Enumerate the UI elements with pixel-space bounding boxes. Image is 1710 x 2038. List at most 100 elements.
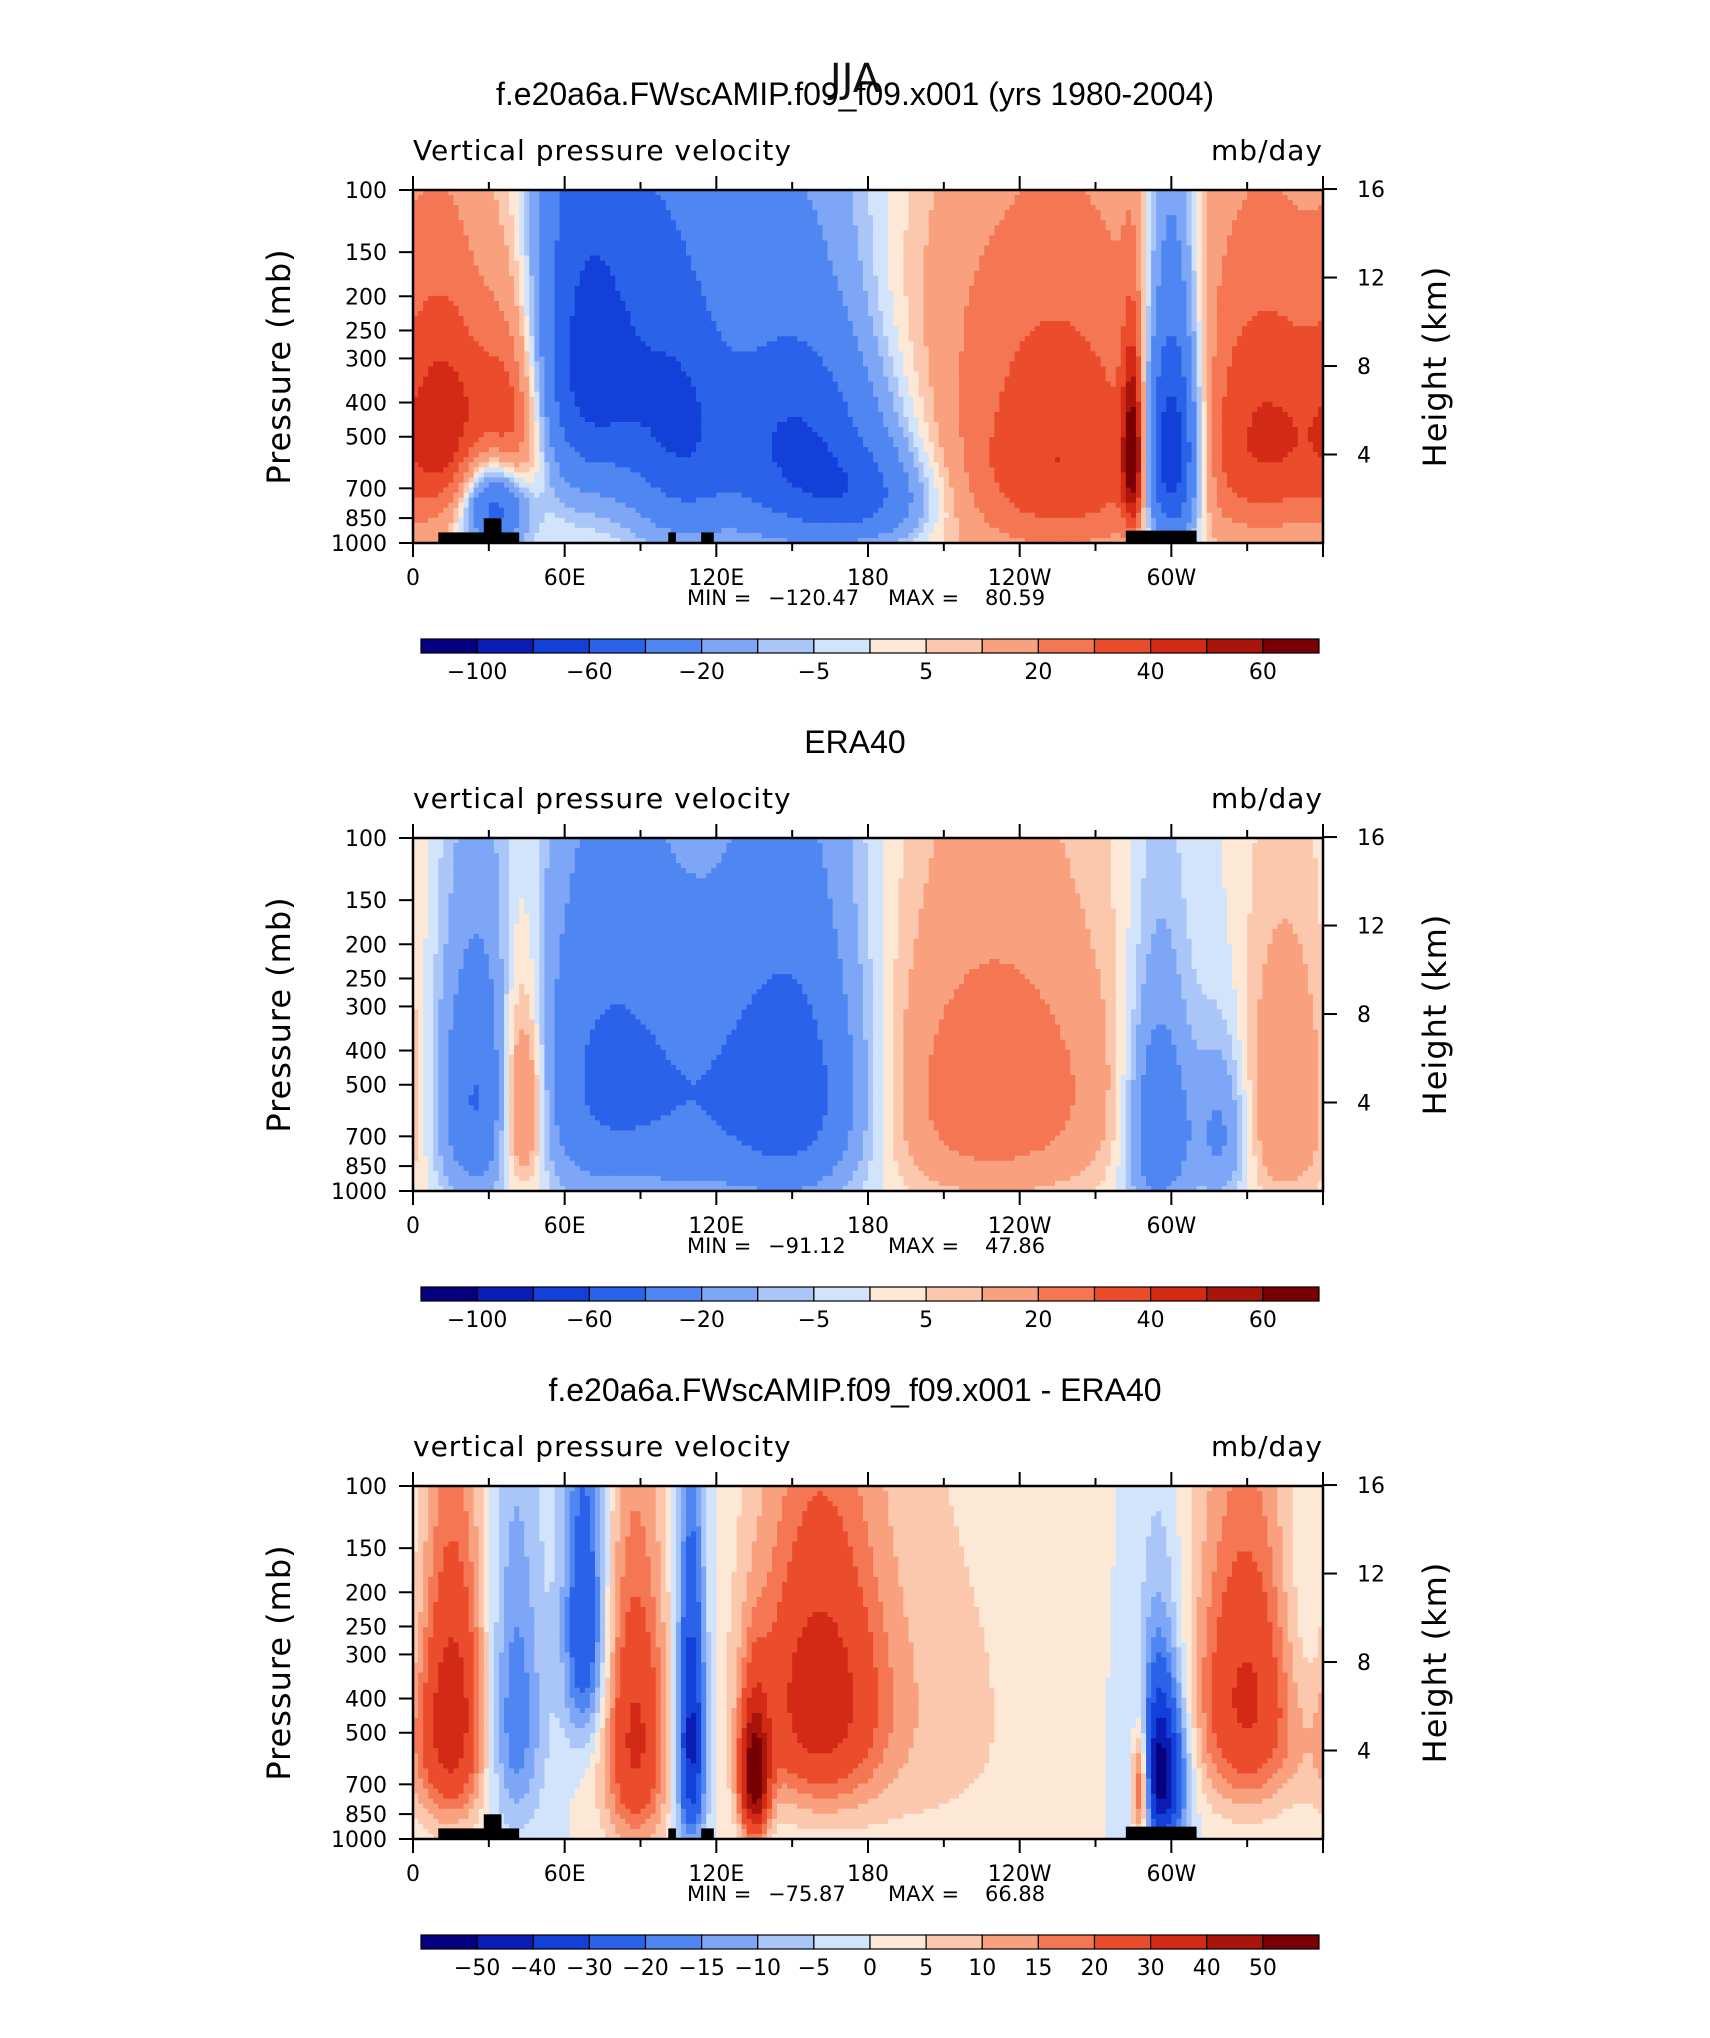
panel-2: ERA40 vertical pressure velocity mb/day 0 60… [260, 724, 1454, 1333]
y-tick-label: 1000 [331, 1828, 387, 1853]
y-tick-label: 200 [345, 1581, 387, 1606]
colorbar-tick-label: 0 [863, 1956, 877, 1981]
colorbar-tick-label: −60 [566, 660, 612, 685]
colorbar-tick-label: 20 [1081, 1956, 1109, 1981]
colorbar-tick-label: −15 [678, 1956, 724, 1981]
y-tick-label: 400 [345, 392, 387, 417]
colorbar-tick-label: −10 [735, 1956, 781, 1981]
x-tick-label: 120W [988, 566, 1052, 591]
colorbar-swatch [981, 638, 1039, 654]
colorbar-tick-label: 5 [919, 1308, 933, 1333]
heatmap-field [413, 1486, 1324, 1840]
colorbar-swatch [925, 638, 983, 654]
y-right-tick-label: 16 [1357, 1474, 1385, 1499]
colorbar-swatch [869, 638, 927, 654]
units-label: mb/day [1211, 782, 1323, 815]
colorbar-tick-label: −100 [447, 660, 507, 685]
y-tick-label: 400 [345, 1688, 387, 1713]
x-tick-label: 120E [688, 1214, 744, 1239]
colorbar-tick-label: 40 [1193, 1956, 1221, 1981]
colorbar-swatch [1262, 638, 1320, 654]
colorbar-swatch [1262, 1286, 1320, 1302]
y-tick-label: 500 [345, 426, 387, 451]
min-label: MIN = [687, 586, 751, 610]
min-value: −75.87 [768, 1882, 846, 1906]
y-right-tick-label: 8 [1357, 355, 1371, 380]
y-tick-label: 850 [345, 1803, 387, 1828]
y-right-axis-title: Height (km) [1416, 1562, 1454, 1764]
colorbar-tick-label: 20 [1024, 660, 1052, 685]
colorbar-swatch [588, 638, 647, 654]
x-tick-label: 60W [1146, 1862, 1196, 1887]
y-tick-label: 250 [345, 319, 387, 344]
y-tick-label: 150 [345, 1537, 387, 1562]
topography-mask [668, 532, 676, 543]
colorbar-tick-label: −5 [798, 1308, 830, 1333]
colorbar-swatch [981, 1934, 1039, 1950]
y-tick-label: 400 [345, 1040, 387, 1065]
panel-3: f.e20a6a.FWscAMIP.f09_f09.x001 - ERA40 ve… [260, 1372, 1454, 1981]
topography-mask [483, 518, 502, 543]
heatmap-field [413, 190, 1324, 544]
colorbar-swatch [644, 638, 703, 654]
heatmap-field [413, 838, 1324, 1192]
y-tick-label: 300 [345, 995, 387, 1020]
y-tick-label: 300 [345, 1643, 387, 1668]
colorbar-tick-label: −100 [447, 1308, 507, 1333]
colorbar-swatch [1206, 1934, 1264, 1950]
colorbar-tick-label: 30 [1137, 1956, 1165, 1981]
y-tick-label: 250 [345, 967, 387, 992]
colorbar-swatch [813, 638, 871, 654]
panel-title: f.e20a6a.FWscAMIP.f09_f09.x001 (yrs 1980… [496, 76, 1214, 112]
y-right-tick-label: 16 [1357, 826, 1385, 851]
x-tick-label: 0 [406, 1214, 420, 1239]
colorbar: −100 −60 −20 −5 5 20 40 60 [420, 638, 1320, 685]
y-right-tick-label: 16 [1357, 178, 1385, 203]
colorbar-swatch [1093, 1934, 1152, 1950]
x-tick-label: 180 [847, 566, 889, 591]
y-tick-label: 850 [345, 1155, 387, 1180]
panel-1: f.e20a6a.FWscAMIP.f09_f09.x001 (yrs 1980… [260, 76, 1454, 685]
x-tick-label: 180 [847, 1862, 889, 1887]
colorbar-swatch [701, 638, 759, 654]
colorbar-swatch [757, 1934, 815, 1950]
colorbar-swatch [1150, 1286, 1208, 1302]
colorbar-swatch [1037, 1286, 1096, 1302]
panel-title: f.e20a6a.FWscAMIP.f09_f09.x001 - ERA40 [548, 1372, 1161, 1408]
x-tick-label: 120E [688, 566, 744, 591]
colorbar-tick-label: −20 [678, 1308, 724, 1333]
colorbar-tick-label: 10 [968, 1956, 996, 1981]
colorbar-swatch [420, 638, 478, 654]
y-tick-label: 100 [345, 179, 387, 204]
colorbar-swatch [813, 1934, 871, 1950]
y-tick-label: 700 [345, 1773, 387, 1798]
max-value: 66.88 [985, 1882, 1045, 1906]
units-label: mb/day [1211, 1430, 1323, 1463]
topography-mask [438, 532, 520, 543]
x-tick-label: 120W [988, 1862, 1052, 1887]
colorbar-tick-label: −5 [798, 660, 830, 685]
colorbar-tick-label: −40 [510, 1956, 556, 1981]
colorbar-swatch [1093, 1286, 1152, 1302]
y-right-tick-label: 8 [1357, 1003, 1371, 1028]
x-tick-label: 180 [847, 1214, 889, 1239]
colorbar-swatch [1093, 638, 1152, 654]
x-tick-label: 60E [544, 566, 586, 591]
colorbar-tick-label: −5 [798, 1956, 830, 1981]
min-value: −91.12 [768, 1234, 846, 1258]
y-right-tick-label: 4 [1357, 444, 1371, 469]
y-tick-label: 150 [345, 241, 387, 266]
y-tick-label: 1000 [331, 532, 387, 557]
y-axis-title: Pressure (mb) [260, 1544, 298, 1780]
variable-label: Vertical pressure velocity [413, 134, 792, 167]
colorbar-swatch [420, 1934, 478, 1950]
colorbar-swatch [701, 1934, 759, 1950]
y-right-tick-label: 8 [1357, 1651, 1371, 1676]
colorbar-swatch [813, 1286, 871, 1302]
colorbar-swatch [532, 1286, 590, 1302]
topography-mask [701, 1828, 714, 1839]
colorbar-swatch [476, 638, 534, 654]
x-tick-label: 60W [1146, 1214, 1196, 1239]
y-tick-label: 200 [345, 933, 387, 958]
topography-mask [438, 1828, 520, 1839]
